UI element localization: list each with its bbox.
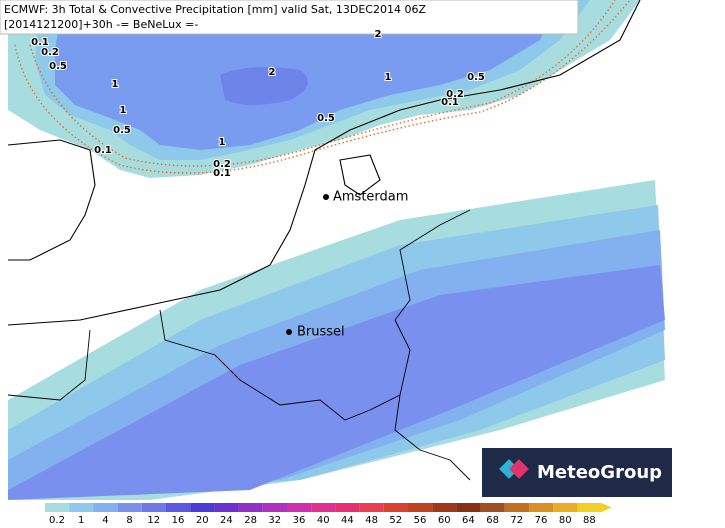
contour-label: 0.2 [446,89,464,100]
colorbar-swatch [287,503,312,512]
borders [7,209,471,481]
contour-label: 1 [112,79,119,90]
colorbar-swatch [456,503,481,512]
header-line: [2014121200]+30h -= BeNeLux =- [4,18,198,31]
colorbar: 0.2 1 4 8 12 16 20 24 28 32 36 40 44 48 52 56 60 64 68 72 76… [45,503,612,526]
colorbar-label: 0.2 [49,515,65,526]
contour-label: 0.1 [31,37,49,48]
colorbar-label: 1 [78,515,84,526]
colorbar-label: 32 [268,515,281,526]
logo-text: MeteoGroup [537,462,662,483]
city-label: Brussel [297,325,345,340]
city-label: Amsterdam [333,190,408,205]
colorbar-label: 72 [510,515,523,526]
colorbar-label: 20 [196,515,209,526]
contour-label: 2 [375,29,382,40]
contour-label: 0.5 [467,72,485,83]
colorbar-swatch [553,503,578,512]
colorbar-label: 68 [486,515,499,526]
colorbar-label: 80 [559,515,572,526]
colorbar-swatch [45,503,70,512]
colorbar-label: 48 [365,515,378,526]
city-dot [286,329,292,335]
contour-label: 1 [120,105,127,116]
colorbar-swatch [238,503,263,512]
colorbar-label: 56 [414,515,427,526]
colorbar-swatch [359,503,384,512]
colorbar-swatch [166,503,191,512]
header-line: ECMWF: 3h Total & Convective Precipitati… [4,3,426,16]
colorbar-label: 28 [244,515,257,526]
colorbar-label: 44 [341,515,354,526]
city-dot [323,194,329,200]
contour-label: 0.2 [213,159,231,170]
colorbar-arrow [601,503,612,512]
colorbar-swatch [117,503,142,512]
colorbar-swatch [93,503,118,512]
contour-label: 2 [269,67,276,78]
colorbar-label: 76 [535,515,548,526]
logo-icon [499,459,519,479]
colorbar-swatch [190,503,215,512]
contour-label: 0.1 [213,168,231,179]
colorbar-label: 12 [147,515,160,526]
colorbar-swatch [480,503,505,512]
colorbar-label: 64 [462,515,475,526]
precip-south [8,180,665,500]
colorbar-label: 60 [438,515,451,526]
colorbar-label: 88 [583,515,596,526]
contour-label: 0.1 [94,145,112,156]
contour-label: 1 [219,137,226,148]
colorbar-swatch [262,503,287,512]
colorbar-swatch [408,503,433,512]
contour-label: 0.2 [41,47,59,58]
colorbar-label: 36 [293,515,306,526]
colorbar-swatch [141,503,166,512]
colorbar-swatch [504,503,529,512]
colorbar-swatch [432,503,457,512]
contour-label: 0.5 [49,61,67,72]
colorbar-label: 8 [126,515,132,526]
precip-north [8,0,640,178]
colorbar-label: 16 [172,515,185,526]
colorbar-swatch [529,503,554,512]
header-box [0,0,579,35]
colorbar-swatch [335,503,360,512]
contour-label: 1 [385,72,392,83]
colorbar-swatch [69,503,94,512]
colorbar-swatch [383,503,408,512]
colorbar-swatch [577,503,602,512]
contour-label: 0.5 [113,125,131,136]
logo-icon [509,459,529,479]
colorbar-label: 24 [220,515,233,526]
colorbar-swatch [311,503,336,512]
contour-label: 0.5 [317,113,335,124]
colorbar-label: 4 [102,515,108,526]
contour-label: 0.1 [441,97,459,108]
colorbar-swatch [214,503,239,512]
colorbar-label: 52 [389,515,402,526]
contour-labels: 20.10.20.512 1 0.50.20.10.510.50.110.20.1 [30,28,486,180]
colorbar-label: 40 [317,515,330,526]
coastlines [7,0,641,326]
